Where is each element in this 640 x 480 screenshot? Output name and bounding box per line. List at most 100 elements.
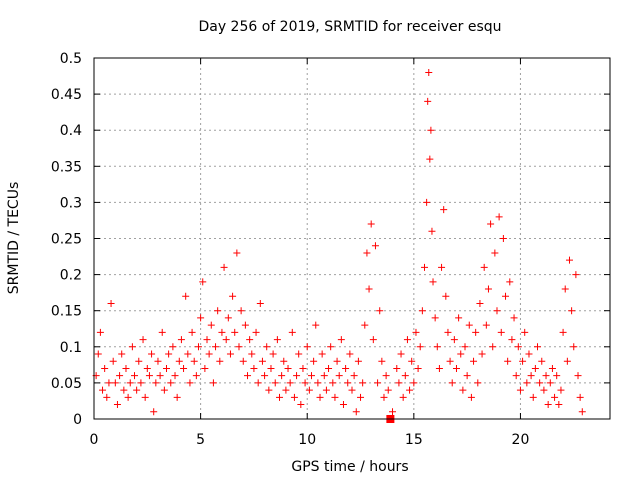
- data-point: [256, 299, 264, 307]
- data-points: [92, 68, 586, 423]
- data-point: [416, 343, 424, 351]
- x-tick-label: 20: [512, 432, 530, 448]
- grid-lines: [94, 58, 610, 419]
- data-point: [542, 372, 550, 380]
- data-point: [401, 372, 409, 380]
- data-point: [406, 386, 414, 394]
- data-point: [425, 68, 433, 76]
- data-point: [420, 263, 428, 271]
- data-point: [188, 328, 196, 336]
- data-point: [493, 307, 501, 315]
- data-point: [299, 364, 307, 372]
- data-point: [502, 292, 510, 300]
- data-point: [263, 343, 271, 351]
- data-point: [497, 328, 505, 336]
- x-axis-label: GPS time / hours: [291, 459, 408, 475]
- data-point: [307, 372, 315, 380]
- data-point: [393, 364, 401, 372]
- data-point: [331, 393, 339, 401]
- data-point: [444, 328, 452, 336]
- data-point: [339, 401, 347, 409]
- data-point: [244, 372, 252, 380]
- data-point: [152, 379, 160, 387]
- data-point: [145, 372, 153, 380]
- data-point: [327, 343, 335, 351]
- y-tick-label: 0.25: [51, 232, 82, 248]
- data-point: [487, 220, 495, 228]
- data-point: [424, 97, 432, 105]
- data-point: [482, 321, 490, 329]
- data-point: [438, 263, 446, 271]
- data-point: [171, 372, 179, 380]
- data-point: [374, 379, 382, 387]
- data-point: [525, 350, 533, 358]
- data-point: [135, 357, 143, 365]
- data-point: [465, 321, 473, 329]
- data-point: [246, 336, 254, 344]
- data-point: [557, 386, 565, 394]
- data-point: [461, 343, 469, 351]
- y-tick-label: 0.1: [60, 340, 82, 356]
- data-point: [548, 364, 556, 372]
- data-point: [329, 379, 337, 387]
- x-tick-label: 5: [196, 432, 205, 448]
- data-point: [540, 386, 548, 394]
- data-point: [555, 401, 563, 409]
- data-point: [382, 372, 390, 380]
- data-point: [378, 357, 386, 365]
- data-point: [141, 393, 149, 401]
- x-tick-label: 10: [298, 432, 316, 448]
- y-tick-label: 0.15: [51, 304, 82, 320]
- data-point: [348, 386, 356, 394]
- data-point: [442, 292, 450, 300]
- y-tick-label: 0.05: [51, 376, 82, 392]
- data-point: [312, 321, 320, 329]
- data-point: [252, 328, 260, 336]
- data-point: [122, 364, 130, 372]
- data-point: [290, 393, 298, 401]
- data-point: [116, 372, 124, 380]
- data-point: [273, 336, 281, 344]
- data-point: [224, 314, 232, 322]
- data-point: [237, 307, 245, 315]
- data-point: [137, 379, 145, 387]
- data-point: [126, 379, 134, 387]
- data-point: [446, 357, 454, 365]
- data-point: [124, 393, 132, 401]
- data-point: [239, 357, 247, 365]
- data-point: [177, 336, 185, 344]
- data-point: [455, 314, 463, 322]
- data-point: [489, 343, 497, 351]
- data-point: [101, 364, 109, 372]
- data-point: [335, 372, 343, 380]
- data-point: [410, 379, 418, 387]
- data-point: [158, 328, 166, 336]
- data-point: [452, 364, 460, 372]
- data-point: [440, 206, 448, 214]
- data-point: [212, 343, 220, 351]
- data-point: [282, 386, 290, 394]
- data-point: [559, 328, 567, 336]
- x-tick-label: 15: [405, 432, 423, 448]
- data-point: [478, 350, 486, 358]
- chart-title: Day 256 of 2019, SRMTID for receiver esq…: [198, 19, 501, 35]
- data-point: [314, 379, 322, 387]
- data-point: [395, 379, 403, 387]
- data-point: [527, 372, 535, 380]
- data-point: [423, 198, 431, 206]
- data-point: [276, 393, 284, 401]
- data-point: [474, 379, 482, 387]
- data-point: [150, 408, 158, 416]
- data-point: [182, 292, 190, 300]
- data-point: [216, 357, 224, 365]
- data-point: [480, 263, 488, 271]
- data-point: [162, 364, 170, 372]
- data-point: [154, 357, 162, 365]
- data-point: [99, 386, 107, 394]
- plot-frame: [93, 57, 611, 420]
- data-point: [412, 328, 420, 336]
- y-tick-label: 0.3: [60, 195, 82, 211]
- data-point: [403, 336, 411, 344]
- data-point: [399, 393, 407, 401]
- data-point: [553, 372, 561, 380]
